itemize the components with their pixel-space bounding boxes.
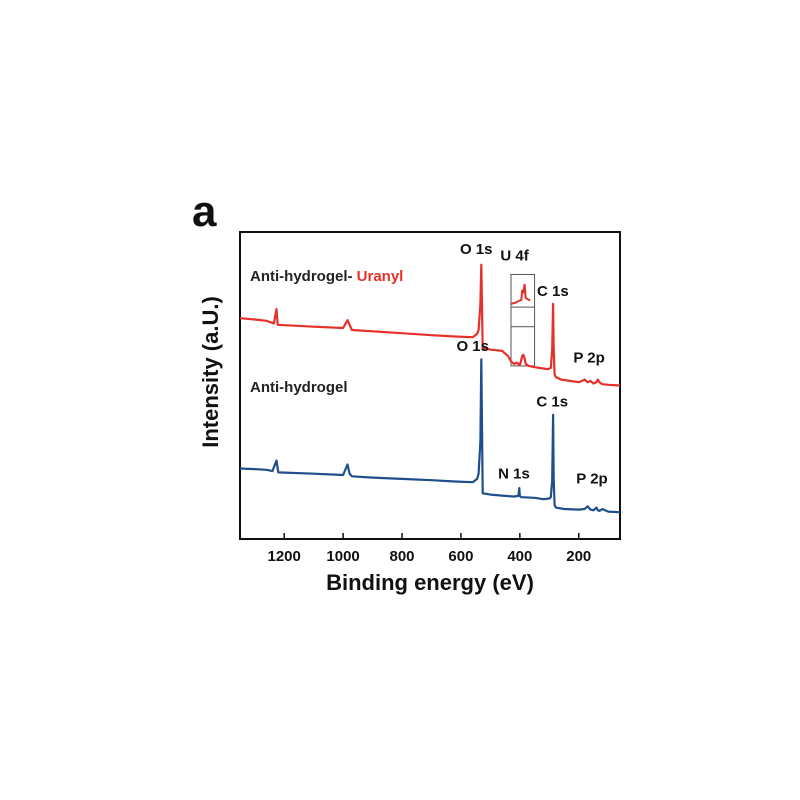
inset-box xyxy=(510,273,536,308)
series-labels: Anti-hydrogel- Uranyl Anti-hydrogel xyxy=(250,268,403,396)
x-tick-label: 600 xyxy=(448,548,473,565)
peak-label: C 1s xyxy=(536,393,568,410)
series-line xyxy=(239,263,621,387)
peak-label: O 1s xyxy=(456,338,489,355)
series-label-part: Anti-hydrogel- xyxy=(250,268,357,285)
peak-labels: O 1s U 4f C 1s P 2p O 1s N 1s C 1s P 2p xyxy=(456,241,607,487)
peak-label: P 2p xyxy=(573,350,604,367)
x-tick-label: 1000 xyxy=(326,548,359,565)
series-label: Anti-hydrogel xyxy=(250,379,348,396)
x-tick-label: 200 xyxy=(566,548,591,565)
series-label-part: Anti-hydrogel xyxy=(250,379,348,396)
u4f-inset xyxy=(510,273,536,367)
peak-label: O 1s xyxy=(460,241,493,258)
series-label: Anti-hydrogel- Uranyl xyxy=(250,268,403,285)
peak-label: P 2p xyxy=(576,470,607,487)
peak-label: U 4f xyxy=(500,248,529,265)
series-label-part: Uranyl xyxy=(357,268,404,285)
inset-curve xyxy=(510,283,531,305)
peak-label: C 1s xyxy=(537,283,569,300)
y-axis-title: Intensity (a.U.) xyxy=(198,296,223,448)
x-axis-title: Binding energy (eV) xyxy=(326,570,534,595)
x-axis-ticks: 1200 1000 800 600 400 200 xyxy=(267,533,591,565)
zoom-region-box xyxy=(510,326,536,367)
panel-letter: a xyxy=(192,187,217,236)
spectra xyxy=(239,263,621,514)
x-tick-label: 800 xyxy=(389,548,414,565)
series-line xyxy=(239,358,621,514)
x-tick-label: 1200 xyxy=(267,548,300,565)
x-tick-label: 400 xyxy=(507,548,532,565)
peak-label: N 1s xyxy=(498,465,530,482)
